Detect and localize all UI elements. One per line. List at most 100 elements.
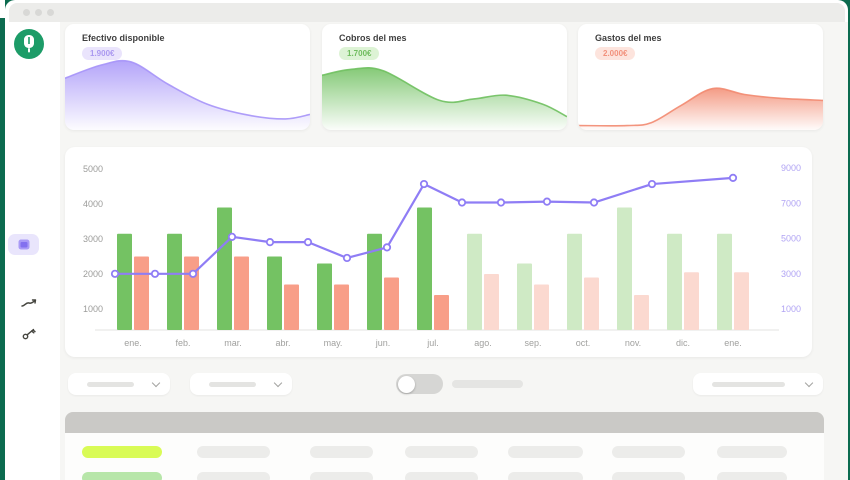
sparkline-area bbox=[322, 67, 567, 130]
table-header-skeleton bbox=[65, 412, 824, 433]
y-axis-left-label: 3000 bbox=[83, 234, 103, 244]
bar-cobros-feb. bbox=[167, 233, 182, 330]
popsicle-icon bbox=[24, 35, 34, 53]
row-skeleton-pill bbox=[612, 446, 685, 458]
bar-gastos-may. bbox=[334, 284, 349, 330]
card-title: Efectivo disponible bbox=[82, 33, 165, 43]
line-marker bbox=[110, 269, 120, 278]
line-marker bbox=[382, 243, 392, 252]
filter-select-2[interactable] bbox=[190, 373, 292, 395]
y-axis-right-label: 5000 bbox=[781, 234, 801, 244]
bar-gastos-sep. bbox=[534, 284, 549, 330]
line-marker bbox=[457, 198, 467, 207]
line-marker bbox=[303, 238, 313, 247]
line-marker bbox=[188, 269, 198, 278]
y-axis-left-label: 4000 bbox=[83, 199, 103, 209]
bar-cobros-ene. bbox=[717, 233, 732, 330]
line-marker bbox=[647, 179, 657, 189]
y-axis-left-label: 1000 bbox=[83, 304, 103, 314]
line-marker bbox=[496, 198, 506, 207]
combo-bar-line-chart: 1000 2000 3000 4000 5000 1000 3000 5000 7000 9000… bbox=[83, 163, 801, 348]
filter-select-1[interactable] bbox=[68, 373, 170, 395]
window-dot-close[interactable] bbox=[23, 9, 30, 16]
app-window: Efectivo disponible 1.900€ Cobros del me… bbox=[5, 0, 848, 480]
card-value-badge: 1.700€ bbox=[339, 47, 380, 60]
bar-cobros-ene. bbox=[117, 233, 132, 330]
bar-cobros-sep. bbox=[517, 263, 532, 330]
sidebar-item-tools[interactable] bbox=[17, 325, 41, 343]
toggle-switch[interactable] bbox=[396, 374, 443, 394]
window-dot-maximize[interactable] bbox=[47, 9, 54, 16]
line-marker bbox=[589, 198, 599, 207]
sidebar-item-dashboard[interactable] bbox=[8, 234, 39, 255]
sparkline-area bbox=[578, 88, 823, 130]
window-titlebar bbox=[9, 3, 845, 22]
month-label: mar. bbox=[224, 338, 242, 348]
sidebar bbox=[5, 22, 60, 480]
app-logo[interactable] bbox=[14, 29, 44, 59]
bar-gastos-ene. bbox=[734, 272, 749, 330]
row-skeleton-pill bbox=[717, 446, 787, 458]
summary-card-gastos: Gastos del mes 2.000€ bbox=[578, 24, 823, 130]
bar-cobros-mar. bbox=[217, 207, 232, 330]
bar-cobros-dic. bbox=[667, 233, 682, 330]
y-axis-left-label: 2000 bbox=[83, 269, 103, 279]
row-skeleton-pill bbox=[405, 472, 478, 480]
line-marker bbox=[227, 232, 237, 241]
bar-gastos-ene. bbox=[134, 256, 149, 330]
sidebar-item-analytics[interactable] bbox=[17, 294, 41, 312]
key-icon bbox=[22, 328, 36, 340]
row-skeleton-pill bbox=[612, 472, 685, 480]
card-title: Cobros del mes bbox=[339, 33, 407, 43]
line-marker bbox=[728, 173, 738, 182]
row-skeleton-pill bbox=[310, 472, 373, 480]
trend-icon bbox=[21, 299, 37, 307]
month-label: nov. bbox=[625, 338, 641, 348]
y-axis-right-label: 1000 bbox=[781, 304, 801, 314]
bar-cobros-jun. bbox=[367, 233, 382, 330]
bar-gastos-nov. bbox=[634, 295, 649, 330]
row-category-pill bbox=[82, 472, 162, 480]
bar-gastos-feb. bbox=[184, 256, 199, 330]
sparkline-chart-cobros bbox=[322, 67, 567, 130]
select-placeholder-skeleton bbox=[87, 381, 134, 387]
row-skeleton-pill bbox=[717, 472, 787, 480]
row-skeleton-pill bbox=[405, 446, 478, 458]
line-marker bbox=[419, 179, 429, 189]
month-label: may. bbox=[324, 338, 343, 348]
y-axis-left-label: 5000 bbox=[83, 164, 103, 174]
bar-gastos-jul. bbox=[434, 295, 449, 330]
month-label: feb. bbox=[175, 338, 190, 348]
dashboard-icon bbox=[18, 239, 29, 250]
select-placeholder-skeleton bbox=[712, 381, 785, 387]
main-content: Efectivo disponible 1.900€ Cobros del me… bbox=[60, 22, 848, 480]
row-skeleton-pill bbox=[508, 472, 583, 480]
y-axis-right-label: 7000 bbox=[781, 198, 801, 208]
bar-gastos-oct. bbox=[584, 277, 599, 330]
summary-card-efectivo: Efectivo disponible 1.900€ bbox=[65, 24, 310, 130]
toggle-knob bbox=[397, 375, 415, 393]
chevron-down-icon bbox=[273, 378, 283, 388]
bar-gastos-ago. bbox=[484, 274, 499, 330]
background-corner bbox=[0, 0, 5, 18]
sparkline-chart-efectivo bbox=[65, 59, 310, 130]
line-marker bbox=[150, 269, 160, 278]
row-skeleton-pill bbox=[197, 472, 270, 480]
bar-cobros-abr. bbox=[267, 256, 282, 330]
window-dot-minimize[interactable] bbox=[35, 9, 42, 16]
bar-gastos-mar. bbox=[234, 256, 249, 330]
bar-cobros-may. bbox=[317, 263, 332, 330]
main-chart-card: 1000 2000 3000 4000 5000 1000 3000 5000 7000 9000… bbox=[65, 147, 812, 357]
row-skeleton-pill bbox=[310, 446, 373, 458]
filter-select-3[interactable] bbox=[693, 373, 823, 395]
summary-card-cobros: Cobros del mes 1.700€ bbox=[322, 24, 567, 130]
bar-gastos-dic. bbox=[684, 272, 699, 330]
toggle-label-skeleton bbox=[452, 380, 523, 388]
bar-gastos-abr. bbox=[284, 284, 299, 330]
bar-cobros-oct. bbox=[567, 233, 582, 330]
table-body bbox=[65, 433, 824, 480]
card-value-badge: 2.000€ bbox=[595, 47, 636, 60]
card-value-badge: 1.900€ bbox=[82, 47, 123, 60]
sparkline-stroke bbox=[322, 67, 567, 118]
